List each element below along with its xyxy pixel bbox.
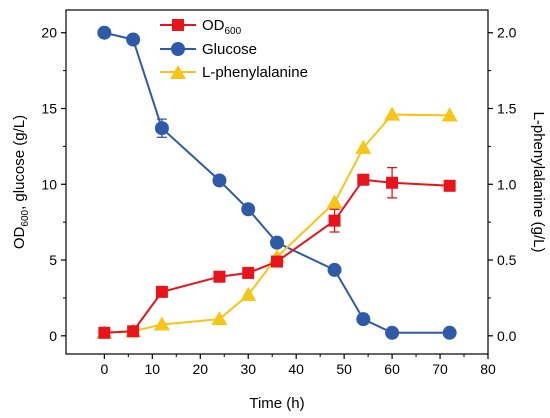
y-left-tick-label: 15 (41, 101, 57, 117)
data-point-phe (240, 286, 257, 301)
y-left-title-sub: 600 (20, 209, 31, 226)
data-point-od (98, 326, 111, 339)
legend-marker-phe (170, 65, 186, 79)
y-left-axis-title: OD600, glucose (g/L) (11, 115, 31, 249)
data-point-od (127, 325, 140, 338)
series-line-glucose (104, 31, 450, 334)
x-tick-label: 60 (384, 361, 400, 377)
legend-item-phe: L-phenylalanine (160, 64, 308, 81)
series-od (98, 166, 456, 339)
legend-item-od: OD600 (160, 17, 242, 37)
legend-od-sub: 600 (225, 26, 242, 37)
data-point-glucose (97, 25, 112, 40)
data-point-glucose (442, 325, 457, 340)
x-axis-title: Time (h) (249, 395, 304, 412)
legend-marker-glucose (171, 42, 185, 56)
data-point-glucose (327, 262, 342, 277)
data-point-phe (384, 106, 401, 121)
axes (65, 9, 489, 355)
x-tick-label: 80 (480, 361, 496, 377)
data-point-glucose (154, 121, 169, 136)
legend-label-phe: L-phenylalanine (202, 64, 308, 81)
y-right-tick-label: 2.0 (497, 25, 517, 41)
series-phe (96, 106, 458, 339)
y-right-tick-label: 0.0 (497, 328, 517, 344)
legend-marker-od (172, 19, 184, 31)
legend-label-glucose: Glucose (202, 41, 257, 58)
y-right-axis-title: L-phenylalanine (g/L) (530, 112, 547, 253)
series-layer (96, 25, 458, 340)
data-point-od (386, 176, 399, 189)
ticks: 0 10 20 30 40 50 60 70 80 0 5 10 15 20 0.0 0.5 1.0 1.5 2.0 (41, 25, 516, 377)
data-point-glucose (385, 325, 400, 340)
data-point-glucose (126, 32, 141, 47)
legend: OD600 Glucose L-phenylalanine (160, 17, 308, 81)
data-point-phe (211, 311, 228, 326)
x-tick-label: 70 (432, 361, 448, 377)
data-point-od (155, 285, 168, 298)
x-tick-label: 0 (100, 361, 108, 377)
data-point-phe (441, 107, 458, 122)
data-point-glucose (241, 202, 256, 217)
x-tick-label: 20 (192, 361, 208, 377)
y-left-title-main: OD (11, 226, 28, 249)
data-point-phe (153, 316, 170, 331)
y-right-tick-label: 0.5 (497, 252, 517, 268)
data-point-od (271, 255, 283, 268)
y-left-tick-label: 5 (49, 252, 57, 268)
y-right-tick-label: 1.5 (497, 101, 517, 117)
legend-od-main: OD (202, 17, 225, 34)
y-right-tick-label: 1.0 (497, 176, 517, 192)
data-point-glucose (212, 173, 227, 188)
x-tick-label: 50 (336, 361, 352, 377)
x-tick-label: 30 (240, 361, 256, 377)
y-left-tick-label: 0 (49, 328, 57, 344)
data-point-glucose (356, 312, 371, 327)
y-left-tick-label: 10 (41, 176, 57, 192)
x-tick-label: 40 (288, 361, 304, 377)
series-glucose (97, 25, 457, 340)
legend-label-od: OD600 (202, 17, 242, 37)
data-point-phe (326, 194, 343, 209)
legend-item-glucose: Glucose (160, 41, 257, 58)
data-point-od (443, 179, 456, 192)
series-line-phe (104, 113, 450, 334)
series-line-od (104, 178, 450, 334)
y-left-tick-label: 20 (41, 25, 57, 41)
data-point-phe (355, 139, 372, 154)
x-tick-label: 10 (145, 361, 161, 377)
data-point-glucose (270, 235, 284, 250)
plot-frame (65, 9, 489, 355)
data-point-od (357, 173, 370, 186)
y-left-title-rest: , glucose (g/L) (11, 115, 28, 210)
data-point-od (242, 266, 255, 279)
data-point-od (213, 270, 226, 283)
data-point-od (328, 214, 341, 227)
